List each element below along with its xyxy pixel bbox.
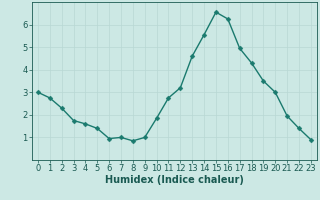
X-axis label: Humidex (Indice chaleur): Humidex (Indice chaleur) [105, 175, 244, 185]
